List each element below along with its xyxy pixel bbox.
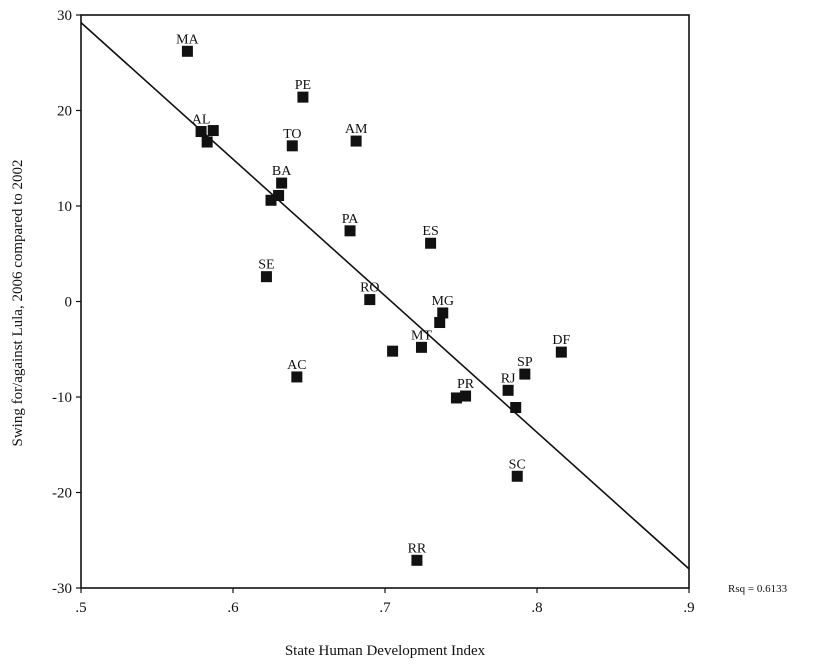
data-point [519,368,531,380]
y-tick-label: 30 [57,8,72,24]
point-label: PA [342,212,360,227]
plot-area [80,14,690,589]
axis-ticks: .5 .6 .7 .8 .9 -30 -20 -10 0 10 20 30 [52,8,695,616]
data-point [415,341,427,353]
data-point [437,307,449,319]
data-point [450,392,462,404]
point-label: RJ [501,371,516,386]
x-axis-title: State Human Development Index [285,643,486,659]
x-tick-label: .7 [379,600,391,616]
point-label: RO [360,281,379,296]
data-point [276,177,288,189]
fit-line [80,22,690,570]
point-label: SC [509,457,526,472]
regression-line [80,22,690,570]
y-axis-title: Swing for/against Lula, 2006 compared to… [10,159,26,446]
data-point [273,189,285,201]
y-tick-label: -20 [52,486,72,502]
data-point [364,294,376,306]
data-point [434,317,446,329]
y-tick-label: -10 [52,390,72,406]
point-label: MA [176,32,199,47]
data-point [502,384,514,396]
point-label: MG [431,294,454,309]
y-tick-label: -30 [52,581,72,597]
point-label: AC [287,358,306,373]
y-tick-label: 10 [57,199,72,215]
data-point [511,470,523,482]
data-point [201,136,213,148]
x-tick-label: .5 [75,600,86,616]
y-tick-label: 0 [65,295,73,311]
point-label: MT [411,328,432,343]
data-point [265,194,277,206]
data-point [297,91,309,103]
point-label: PR [457,377,475,392]
x-tick-label: .8 [531,600,542,616]
data-point [291,371,303,383]
data-point [260,271,272,283]
data-point [195,126,207,138]
data-point [555,346,567,358]
x-tick-label: .6 [227,600,239,616]
data-point [286,140,298,152]
y-tick-label: 20 [57,104,72,120]
point-label: AM [345,122,368,137]
point-label: SE [258,258,274,273]
rsq-annotation: Rsq = 0.6133 [728,583,788,595]
data-point [344,225,356,237]
point-label: DF [552,333,570,348]
point-label: RR [408,541,427,556]
data-point [411,554,423,566]
point-label: BA [272,164,292,179]
data-point [460,390,472,402]
data-point [387,345,399,357]
point-label: AL [192,113,211,128]
point-label: PE [295,78,311,93]
point-label: TO [283,127,301,142]
data-point [207,125,219,137]
point-label: SP [517,355,533,370]
data-point [510,402,522,414]
point-label: ES [422,224,438,239]
data-point [181,45,193,57]
x-tick-label: .9 [683,600,694,616]
data-point [425,237,437,249]
data-point [350,135,362,147]
